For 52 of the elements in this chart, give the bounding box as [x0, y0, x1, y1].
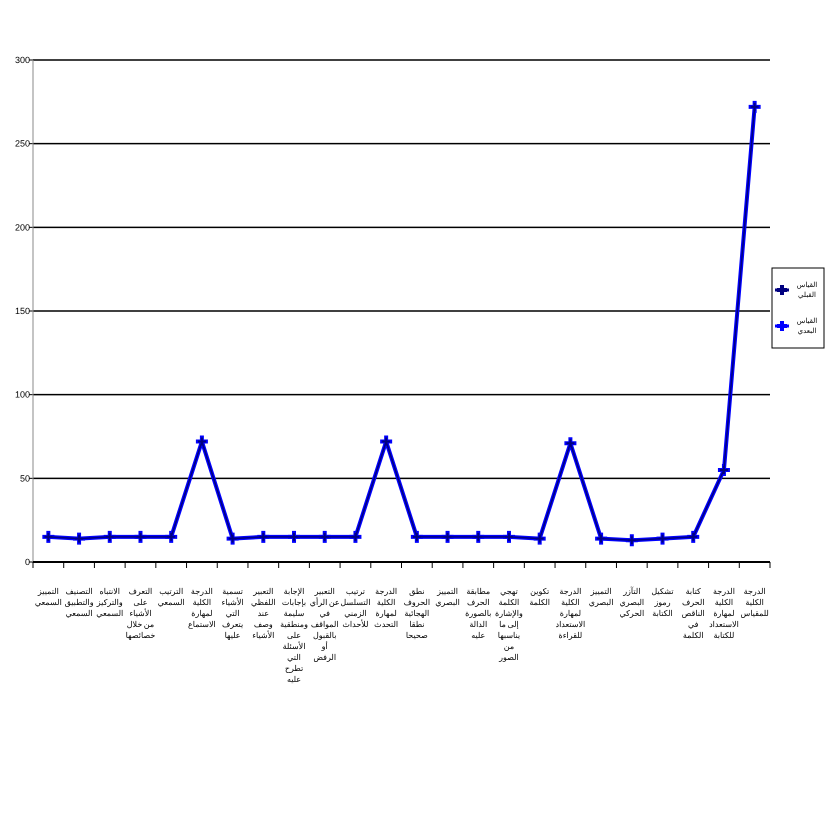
point	[228, 534, 238, 544]
x-tick-label: التآزر البصري الحركي	[618, 586, 646, 619]
x-tick-label: الانتباه والتركيز السمعي	[95, 586, 124, 619]
x-tick-label: الدرجة الكلية لمهارة الاستماع	[187, 586, 217, 630]
point	[565, 438, 576, 448]
point	[442, 532, 453, 542]
point	[596, 534, 606, 544]
point	[135, 532, 146, 542]
point	[350, 532, 360, 542]
y-tick-label: 300	[14, 55, 30, 65]
point	[658, 534, 668, 544]
point	[534, 534, 545, 544]
x-tick-label: ترتيب التسلسل الزمني للأحداث	[340, 586, 370, 630]
point	[196, 436, 207, 447]
x-tick-label: تهجي الكلمة والإشارة إلى ما يناسبها من الصور	[494, 586, 524, 663]
y-tick-label: 50	[20, 473, 30, 484]
category-label: الإجابة بإجابات سليمة ومنطقية على الأسئلة التي تطرح عليه	[280, 587, 308, 684]
point	[718, 464, 729, 475]
point	[504, 532, 514, 542]
x-tick-label: الترتيب السمعي	[156, 586, 186, 608]
y-tick-label: 100	[14, 390, 30, 400]
x-tick-label: الدرجة الكلية لمهارة الاستعداد للكتابة	[708, 586, 739, 641]
point	[381, 436, 392, 447]
x-tick-label: التصنيف والتطبيق السمعي	[64, 586, 94, 619]
point	[166, 532, 176, 542]
point	[473, 532, 484, 542]
x-tick-label: التعبير عن الرأي في المواقف بالقبول أو الرفض	[310, 586, 340, 663]
x-tick-label: الدرجة الكلية لمهارة التحدث	[373, 586, 400, 630]
point	[104, 532, 115, 542]
x-tick-label: تكوين الكلمة	[528, 586, 551, 608]
y-tick-label: 250	[14, 138, 30, 149]
x-tick-label: التمييز السمعي	[34, 586, 63, 608]
y-tick-label: 150	[14, 306, 30, 316]
point	[626, 535, 637, 546]
x-tick-label: التعبير اللفظي عند وصف الأشياء	[250, 586, 277, 641]
y-tick-label: 200	[14, 222, 30, 232]
x-tick-label: التعرف على الأشياء من خلال خصائصها	[125, 586, 156, 641]
x-tick-label: تشكيل رموز الكتابة	[650, 586, 675, 619]
point	[688, 532, 698, 542]
point	[289, 532, 300, 542]
point	[412, 532, 422, 542]
point	[320, 532, 330, 542]
x-tick-label: التمييز البصري	[434, 586, 461, 608]
x-tick-label: مطابقة الحرف بالصورة الدالة عليه	[464, 586, 492, 641]
x-tick-label: كتابة الحرف الناقص في الكلمة	[680, 586, 706, 641]
x-tick-label: الدرجة الكلية لمهارة الاستعداد للقراءة	[555, 586, 586, 641]
x-tick-label: تسمية الأشياء التي يتعرف عليها	[220, 586, 245, 641]
point	[258, 532, 268, 542]
point	[74, 534, 84, 544]
x-tick-label: نطق الحروف الهجائية نطقا صحيحا	[402, 586, 432, 641]
x-tick-label: الدرجة الكلية للمقياس	[740, 586, 770, 619]
x-tick-label: التمييز البصري	[588, 586, 614, 608]
